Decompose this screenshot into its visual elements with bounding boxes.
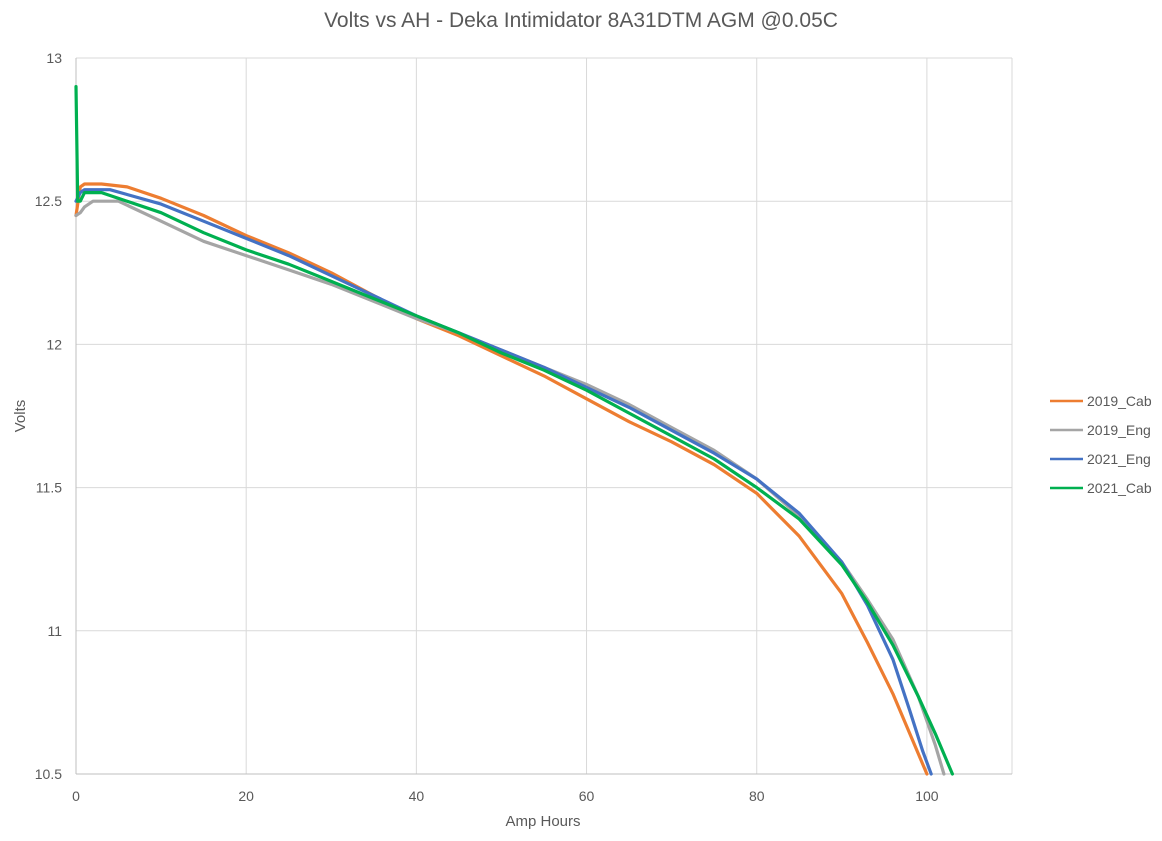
y-tick-label: 13 <box>46 50 62 66</box>
x-tick-label: 0 <box>72 788 80 804</box>
y-tick-label: 12 <box>46 336 62 352</box>
legend-label: 2021_Eng <box>1087 451 1151 467</box>
x-tick-label: 100 <box>915 788 939 804</box>
x-tick-label: 60 <box>579 788 595 804</box>
x-axis-label: Amp Hours <box>505 813 580 830</box>
y-tick-label: 10.5 <box>35 766 62 782</box>
legend-label: 2019_Cab <box>1087 393 1152 409</box>
chart-title: Volts vs AH - Deka Intimidator 8A31DTM A… <box>324 9 838 32</box>
x-tick-label: 20 <box>238 788 254 804</box>
x-tick-label: 40 <box>409 788 425 804</box>
tick-labels: 0 20 40 60 80 100 10.5 11 11.5 12 12.5 13 <box>35 50 939 804</box>
series-line-2021-cab <box>74 85 954 776</box>
series-line-2021-eng <box>74 188 933 776</box>
y-tick-label: 11 <box>47 623 62 639</box>
y-axis-label: Volts <box>12 400 29 433</box>
legend-label: 2019_Eng <box>1087 422 1151 438</box>
gridlines <box>75 57 1013 775</box>
x-tick-label: 80 <box>749 788 765 804</box>
legend-label: 2021_Cab <box>1087 480 1152 496</box>
series-line-2019-cab <box>74 182 929 776</box>
y-tick-label: 11.5 <box>36 480 62 496</box>
series-layer <box>74 85 954 776</box>
legend: 2019_Cab 2019_Eng 2021_Eng 2021_Cab <box>1050 393 1152 496</box>
y-tick-label: 12.5 <box>35 193 62 209</box>
